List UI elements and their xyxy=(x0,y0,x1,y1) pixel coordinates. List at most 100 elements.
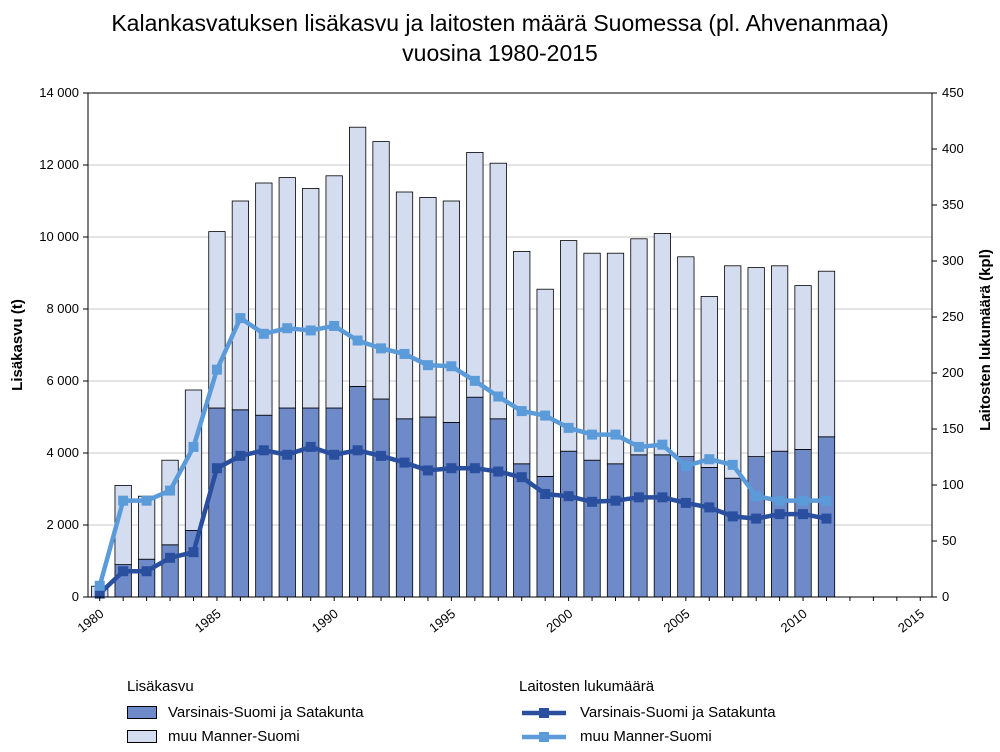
point-varsinais-1994 xyxy=(422,465,433,476)
bar-varsinais-1991 xyxy=(349,385,367,598)
bar-varsinais-2006 xyxy=(700,466,718,598)
bar-muu-1994 xyxy=(419,196,437,418)
bar-varsinais-2010 xyxy=(794,448,812,598)
bar-muu-1991 xyxy=(349,126,367,387)
point-muu-2003 xyxy=(633,441,644,452)
y-tick-label: 4 000 xyxy=(46,445,79,460)
legend-marker-varsinais xyxy=(539,708,549,718)
y2-tick-label: 150 xyxy=(942,421,964,436)
y2-tick-label: 250 xyxy=(942,309,964,324)
chart-title-line2: vuosina 1980-2015 xyxy=(402,40,598,66)
bar-varsinais-1993 xyxy=(395,418,414,598)
point-varsinais-1996 xyxy=(469,463,480,474)
point-muu-1993 xyxy=(399,348,410,359)
bar-muu-1999 xyxy=(536,288,554,477)
point-muu-1992 xyxy=(376,343,387,354)
line-layer xyxy=(94,313,832,599)
y-tick-label: 8 000 xyxy=(46,301,79,316)
point-muu-2007 xyxy=(727,459,738,470)
bar-muu-1989 xyxy=(302,187,320,409)
point-muu-2010 xyxy=(798,495,809,506)
bar-muu-1986 xyxy=(231,200,249,411)
point-varsinais-1988 xyxy=(282,449,293,460)
chart-title-line1: Kalankasvatuksen lisäkasvu ja laitosten … xyxy=(111,10,889,36)
point-varsinais-1981 xyxy=(118,566,129,577)
point-muu-1981 xyxy=(118,495,129,506)
point-muu-1996 xyxy=(469,375,480,386)
bar-varsinais-1984 xyxy=(184,530,203,598)
bar-muu-2000 xyxy=(560,240,578,452)
point-varsinais-2002 xyxy=(610,495,621,506)
point-muu-2001 xyxy=(587,429,598,440)
bar-varsinais-1986 xyxy=(231,409,249,598)
axis-layer: 0 2 000 4 000 6 000 8 000 10 000 12 000 14 000 0… xyxy=(39,85,963,635)
bar-varsinais-1988 xyxy=(278,407,296,598)
legend-lines-heading: Laitosten lukumäärä xyxy=(519,678,655,695)
y2-tick-label: 0 xyxy=(942,589,949,604)
legend-swatch-muu-bar xyxy=(127,730,157,743)
legend-swatch-varsinais-line xyxy=(522,708,566,718)
point-muu-1989 xyxy=(305,325,316,336)
bar-varsinais-2002 xyxy=(606,463,625,598)
y2-tick-label: 450 xyxy=(942,85,964,100)
point-varsinais-2003 xyxy=(633,492,644,503)
point-muu-1982 xyxy=(141,495,152,506)
point-varsinais-1982 xyxy=(141,566,152,577)
point-muu-2000 xyxy=(563,422,574,433)
point-muu-1984 xyxy=(188,441,199,452)
point-muu-1998 xyxy=(516,406,527,417)
legend-bars-heading: Lisäkasvu xyxy=(127,678,194,695)
bar-muu-1998 xyxy=(513,250,531,465)
bar-varsinais-1996 xyxy=(466,396,484,598)
y-tick-label: 10 000 xyxy=(39,229,79,244)
bar-muu-1997 xyxy=(489,162,507,420)
point-muu-1991 xyxy=(352,335,363,346)
point-muu-2002 xyxy=(610,429,621,440)
point-varsinais-1985 xyxy=(211,463,222,474)
chart-plot: 0 2 000 4 000 6 000 8 000 10 000 12 000 14 000 0… xyxy=(9,85,994,635)
point-muu-2011 xyxy=(821,495,832,506)
bar-varsinais-2005 xyxy=(677,456,695,598)
bar-muu-2003 xyxy=(630,238,648,456)
y2-tick-label: 100 xyxy=(942,477,964,492)
bar-muu-2004 xyxy=(653,232,671,456)
point-varsinais-1984 xyxy=(188,547,199,558)
plot-frame xyxy=(87,92,933,598)
point-varsinais-1995 xyxy=(446,463,457,474)
bar-muu-1993 xyxy=(395,191,414,420)
x-tick-label: 1985 xyxy=(192,606,224,636)
bar-varsinais-1990 xyxy=(325,407,343,598)
point-varsinais-2001 xyxy=(587,496,598,507)
bar-muu-1983 xyxy=(161,459,179,546)
y2-tick-label: 200 xyxy=(942,365,964,380)
point-varsinais-1990 xyxy=(329,449,340,460)
bar-muu-1992 xyxy=(372,141,390,400)
bar-varsinais-2001 xyxy=(583,459,601,598)
point-varsinais-2005 xyxy=(680,497,691,508)
bar-varsinais-1997 xyxy=(489,418,507,598)
point-varsinais-1980 xyxy=(94,588,105,599)
bar-muu-2011 xyxy=(817,270,836,438)
y-tick-label: 2 000 xyxy=(46,517,79,532)
bar-varsinais-2003 xyxy=(630,454,648,598)
y-tick-label: 14 000 xyxy=(39,85,79,100)
bar-muu-2008 xyxy=(747,267,765,458)
bar-muu-2010 xyxy=(794,285,812,450)
point-varsinais-1993 xyxy=(399,457,410,468)
x-tick-label: 1990 xyxy=(309,606,341,636)
bar-muu-2006 xyxy=(700,295,718,468)
y2-tick-label: 350 xyxy=(942,197,964,212)
point-varsinais-1986 xyxy=(235,450,246,461)
y-tick-label: 12 000 xyxy=(39,157,79,172)
x-tick-label: 2000 xyxy=(543,606,575,636)
point-varsinais-1997 xyxy=(493,466,504,477)
legend-label-varsinais-bar: Varsinais-Suomi ja Satakunta xyxy=(168,704,364,721)
point-varsinais-2011 xyxy=(821,513,832,524)
point-muu-1983 xyxy=(165,485,176,496)
bar-varsinais-2009 xyxy=(771,450,789,598)
point-varsinais-2007 xyxy=(727,511,738,522)
point-varsinais-2004 xyxy=(657,492,668,503)
point-muu-2008 xyxy=(751,491,762,502)
point-varsinais-1998 xyxy=(516,472,527,483)
